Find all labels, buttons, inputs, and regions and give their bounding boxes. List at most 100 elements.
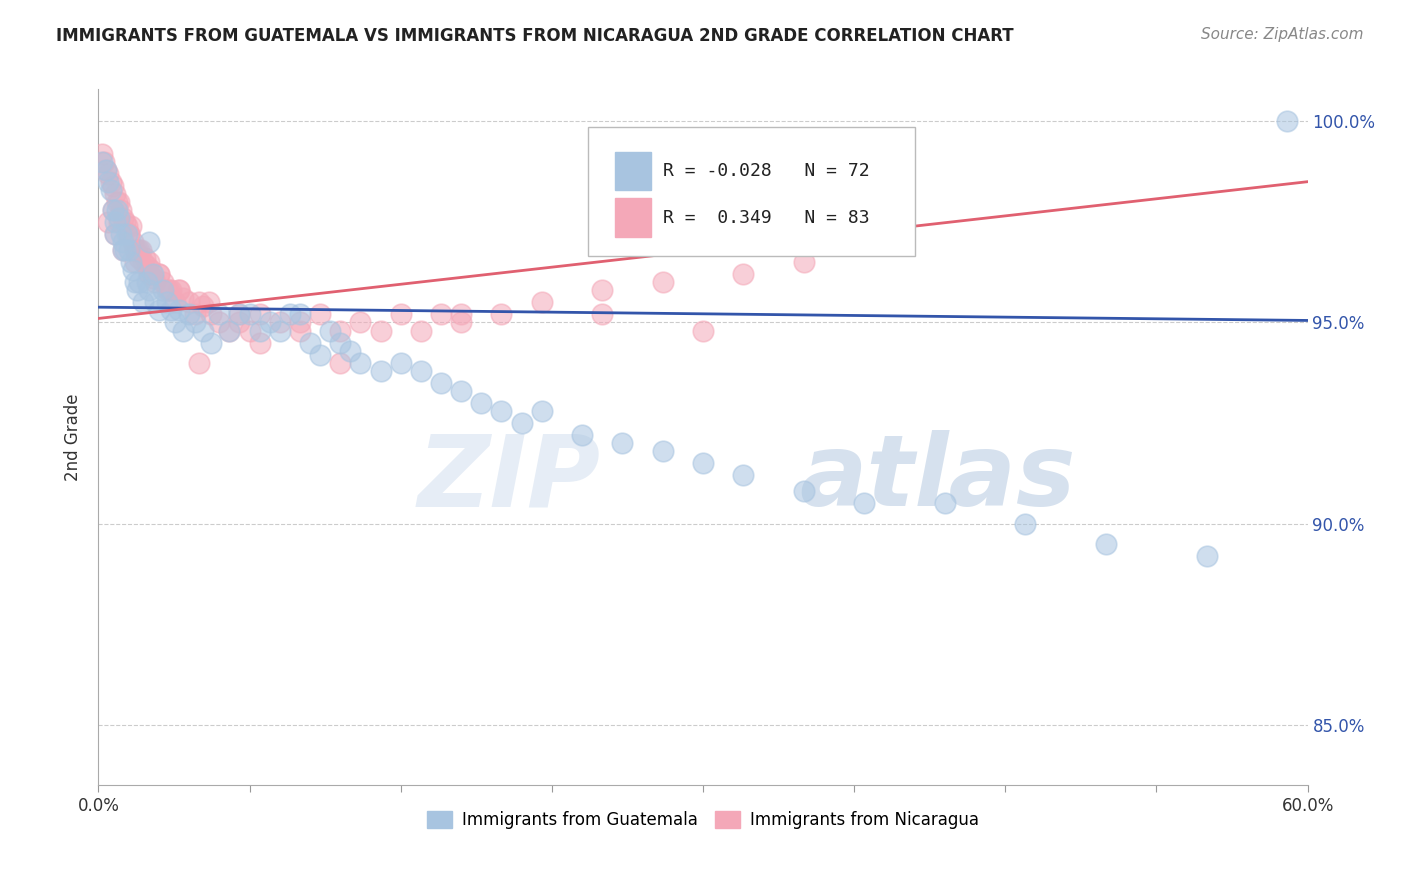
- Point: [193, 299, 215, 313]
- Point: [152, 283, 174, 297]
- Point: [218, 324, 240, 338]
- Point: [121, 263, 143, 277]
- Point: [430, 376, 453, 390]
- Point: [733, 267, 755, 281]
- Point: [591, 307, 613, 321]
- Point: [309, 307, 332, 321]
- Point: [167, 283, 190, 297]
- Point: [200, 307, 222, 321]
- Point: [269, 324, 291, 338]
- Point: [450, 307, 472, 321]
- Point: [450, 384, 472, 398]
- Point: [228, 307, 250, 321]
- Point: [157, 283, 180, 297]
- Point: [184, 307, 207, 321]
- Point: [110, 202, 132, 217]
- Point: [103, 227, 125, 241]
- Point: [138, 283, 160, 297]
- Point: [692, 324, 714, 338]
- Point: [591, 283, 613, 297]
- Point: [100, 175, 122, 189]
- Y-axis label: 2nd Grade: 2nd Grade: [65, 393, 83, 481]
- Point: [259, 316, 281, 330]
- Point: [138, 235, 160, 249]
- Point: [132, 255, 155, 269]
- Point: [389, 356, 412, 370]
- Point: [107, 211, 129, 225]
- Point: [156, 283, 179, 297]
- Point: [184, 316, 207, 330]
- Point: [200, 335, 222, 350]
- Point: [156, 295, 179, 310]
- Point: [160, 303, 183, 318]
- Point: [339, 343, 361, 358]
- Point: [228, 307, 250, 321]
- Point: [115, 219, 138, 233]
- Point: [530, 404, 553, 418]
- Point: [651, 444, 673, 458]
- Text: atlas: atlas: [800, 430, 1076, 527]
- Point: [120, 255, 142, 269]
- Point: [114, 215, 136, 229]
- Point: [288, 316, 311, 330]
- Point: [107, 215, 129, 229]
- Point: [97, 175, 120, 189]
- Point: [349, 316, 371, 330]
- Point: [91, 146, 114, 161]
- Point: [118, 227, 141, 241]
- Point: [179, 295, 201, 310]
- Point: [299, 335, 322, 350]
- Point: [96, 162, 118, 177]
- Point: [111, 243, 134, 257]
- Point: [139, 263, 162, 277]
- Point: [218, 324, 240, 338]
- Point: [101, 178, 124, 193]
- Point: [114, 243, 136, 257]
- Point: [450, 316, 472, 330]
- Point: [193, 324, 215, 338]
- Point: [100, 183, 122, 197]
- Point: [370, 324, 392, 338]
- Point: [329, 324, 352, 338]
- Point: [110, 227, 132, 241]
- Point: [142, 271, 165, 285]
- Point: [125, 243, 148, 257]
- Point: [208, 316, 231, 330]
- Point: [167, 283, 190, 297]
- Point: [228, 316, 250, 330]
- Point: [329, 356, 352, 370]
- Point: [934, 496, 956, 510]
- Point: [125, 283, 148, 297]
- Point: [97, 215, 120, 229]
- Point: [128, 275, 150, 289]
- Point: [510, 416, 533, 430]
- Text: IMMIGRANTS FROM GUATEMALA VS IMMIGRANTS FROM NICARAGUA 2ND GRADE CORRELATION CHA: IMMIGRANTS FROM GUATEMALA VS IMMIGRANTS …: [56, 27, 1014, 45]
- Text: R = -0.028   N = 72: R = -0.028 N = 72: [664, 162, 870, 180]
- Point: [269, 316, 291, 330]
- Point: [124, 275, 146, 289]
- Point: [148, 303, 170, 318]
- Point: [128, 243, 150, 257]
- Point: [118, 243, 141, 257]
- Point: [733, 468, 755, 483]
- Point: [120, 219, 142, 233]
- Point: [249, 335, 271, 350]
- Point: [208, 307, 231, 321]
- Point: [239, 324, 262, 338]
- Point: [793, 255, 815, 269]
- Point: [111, 235, 134, 249]
- FancyBboxPatch shape: [614, 198, 651, 236]
- Point: [409, 364, 432, 378]
- Point: [163, 316, 186, 330]
- Point: [103, 227, 125, 241]
- Point: [91, 154, 114, 169]
- Point: [198, 295, 221, 310]
- Point: [249, 324, 271, 338]
- Point: [239, 307, 262, 321]
- Point: [138, 267, 160, 281]
- Point: [105, 202, 128, 217]
- Point: [530, 295, 553, 310]
- Point: [118, 227, 141, 241]
- Point: [101, 202, 124, 217]
- Point: [163, 295, 186, 310]
